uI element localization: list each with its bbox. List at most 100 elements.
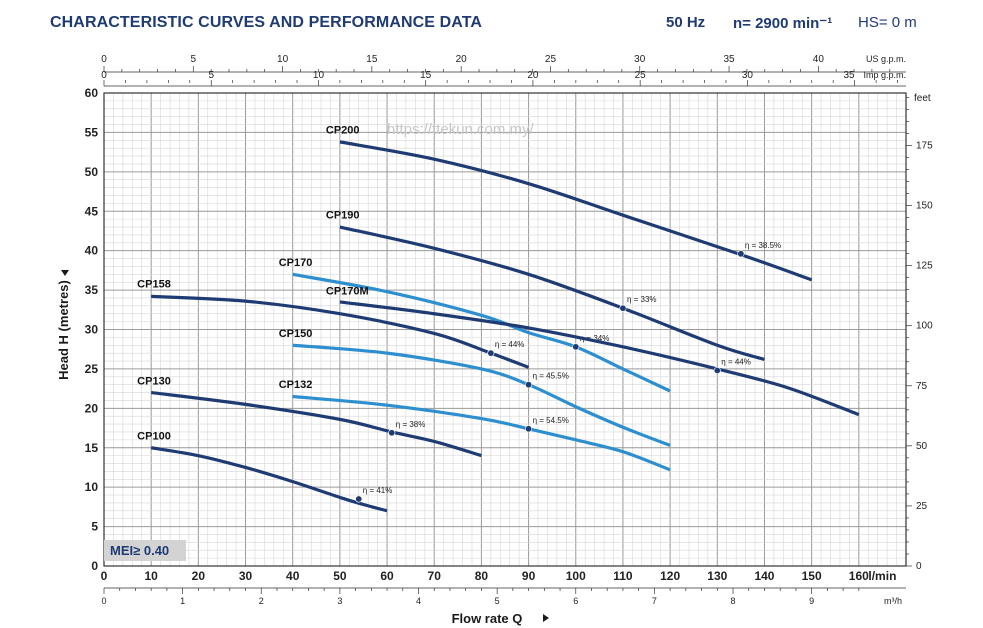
y-tick-label: 45: [85, 204, 99, 218]
x-tick-label: 60: [380, 569, 394, 583]
efficiency-label-cp130: η = 38%: [396, 420, 426, 429]
efficiency-label-cp200: η = 38.5%: [745, 241, 781, 250]
axis-titles: Head H (metres) Flow rate Q: [56, 270, 549, 626]
y-tick-label: 0: [91, 559, 98, 573]
m3h-tick-label: 6: [573, 596, 578, 606]
curve-label-cp130: CP130: [137, 375, 171, 387]
impgpm-tick-label: 30: [742, 70, 754, 81]
feet-tick-label: 175: [916, 141, 933, 152]
usgpm-tick-label: 0: [101, 54, 107, 65]
x-tick-label: 150: [802, 569, 822, 583]
y-tick-label: 50: [85, 165, 99, 179]
y-tick-label: 60: [85, 86, 99, 100]
x-tick-label: 50: [333, 569, 347, 583]
feet-tick-label: 100: [916, 321, 933, 332]
y-tick-label: 5: [91, 520, 98, 534]
x-tick-label: 160: [849, 569, 869, 583]
curve-cp170: [292, 272, 671, 393]
chart-title: CHARACTERISTIC CURVES AND PERFORMANCE DA…: [50, 14, 483, 31]
x-tick-label: 20: [192, 569, 206, 583]
x-tick-label: 40: [286, 569, 300, 583]
feet-tick-label: 25: [916, 501, 928, 512]
impgpm-tick-label: 20: [527, 70, 539, 81]
speed-label: n= 2900 min⁻¹: [733, 15, 833, 32]
efficiency-label-cp170: η = 34%: [580, 334, 610, 343]
curve-label-cp100: CP100: [137, 430, 171, 442]
efficiency-point-cp100: [355, 495, 363, 503]
curve-cp150: [292, 343, 671, 447]
x-unit-label: l/min: [868, 569, 896, 583]
y-tick-label: 55: [85, 125, 99, 139]
chart-axes: 0 10 20 30 40 50 60 70 80 90 100 110 120 130 140 150 160…: [85, 54, 933, 606]
efficiency-point-cp170: [572, 343, 580, 351]
x-tick-label: 30: [239, 569, 253, 583]
efficiency-point-cp150: [525, 381, 533, 389]
plot-frame: [103, 92, 907, 567]
efficiency-point-cp170m: [713, 366, 721, 374]
curve-label-cp158: CP158: [137, 278, 171, 290]
x-tick-label: 80: [475, 569, 489, 583]
usgpm-tick-label: 10: [277, 54, 289, 65]
x-tick-label: 70: [428, 569, 442, 583]
suction-head-label: HS= 0 m: [858, 14, 917, 31]
mei-badge: MEI≥ 0.40: [104, 540, 186, 561]
feet-tick-label: 75: [916, 381, 928, 392]
y-tick-label: 25: [85, 362, 99, 376]
feet-tick-label: 150: [916, 201, 933, 212]
m3h-tick-label: 4: [416, 596, 421, 606]
m3h-unit-label: m³/h: [884, 596, 902, 606]
y-tick-label: 40: [85, 244, 99, 258]
curves-layer: CP100 η = 41% CP130 η = 38% CP132 η = 54.5% CP…: [137, 125, 860, 513]
x-tick-label: 130: [707, 569, 727, 583]
efficiency-point-cp132: [525, 425, 533, 433]
impgpm-unit-label: Imp g.p.m.: [863, 70, 906, 80]
x-tick-label: 0: [101, 569, 108, 583]
y-tick-label: 30: [85, 323, 99, 337]
m3h-tick-label: 8: [731, 596, 736, 606]
usgpm-tick-label: 15: [366, 54, 378, 65]
curve-label-cp150: CP150: [279, 328, 313, 340]
efficiency-label-cp170m: η = 44%: [721, 357, 751, 366]
m3h-tick-label: 5: [495, 596, 500, 606]
impgpm-tick-label: 5: [208, 70, 214, 81]
frequency-label: 50 Hz: [666, 14, 706, 31]
efficiency-label-cp158: η = 44%: [495, 340, 525, 349]
curve-label-cp170: CP170: [279, 257, 313, 269]
y-axis-title: Head H (metres): [56, 280, 71, 380]
x-tick-label: 140: [754, 569, 774, 583]
impgpm-tick-label: 25: [635, 70, 647, 81]
curve-label-cp132: CP132: [279, 379, 313, 391]
x-tick-label: 10: [144, 569, 158, 583]
curve-label-cp190: CP190: [326, 210, 360, 222]
y-tick-label: 35: [85, 283, 99, 297]
m3h-tick-label: 9: [809, 596, 814, 606]
curve-cp100: [150, 446, 388, 513]
chart-grid: [103, 92, 907, 567]
feet-unit-label: feet: [914, 93, 931, 104]
efficiency-label-cp100: η = 41%: [363, 486, 393, 495]
y-arrow-icon: [61, 270, 69, 276]
efficiency-label-cp132: η = 54.5%: [533, 416, 569, 425]
mei-label: MEI≥ 0.40: [110, 543, 169, 558]
impgpm-tick-label: 10: [313, 70, 325, 81]
x-arrow-icon: [543, 614, 549, 622]
curve-cp130: [150, 390, 482, 458]
x-axis-title: Flow rate Q: [452, 611, 523, 626]
feet-tick-label: 50: [916, 441, 928, 452]
m3h-tick-label: 3: [337, 596, 342, 606]
m3h-tick-label: 1: [180, 596, 185, 606]
y-tick-label: 15: [85, 441, 99, 455]
m3h-tick-label: 7: [652, 596, 657, 606]
efficiency-point-cp200: [737, 250, 745, 258]
x-tick-label: 90: [522, 569, 536, 583]
curve-cp132: [292, 394, 671, 472]
usgpm-tick-label: 30: [634, 54, 646, 65]
feet-tick-label: 0: [916, 561, 922, 572]
efficiency-label-cp150: η = 45.5%: [533, 372, 569, 381]
m3h-tick-label: 0: [101, 596, 106, 606]
x-tick-label: 120: [660, 569, 680, 583]
usgpm-tick-label: 40: [813, 54, 825, 65]
usgpm-tick-label: 5: [191, 54, 197, 65]
usgpm-tick-label: 20: [456, 54, 468, 65]
